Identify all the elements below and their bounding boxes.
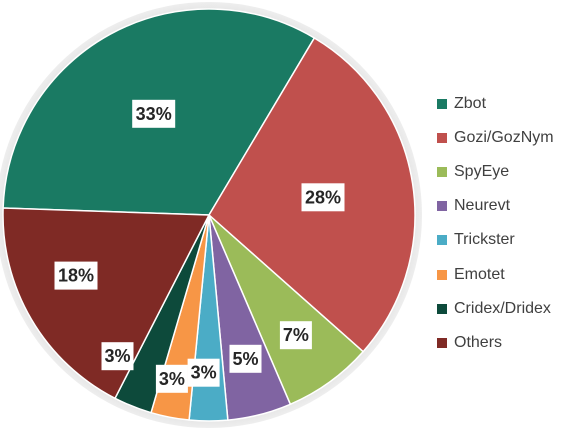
legend-swatch (437, 235, 447, 246)
data-label-box (101, 342, 134, 371)
legend-label: Others (454, 333, 503, 351)
legend-swatch (437, 133, 447, 144)
legend-item-trickster: Trickster (437, 223, 554, 257)
data-label-box (187, 358, 220, 387)
legend-swatch (437, 99, 447, 110)
data-label-cridex-dridex: 3% (101, 342, 134, 371)
legend-item-neurevt: Neurevt (437, 189, 554, 223)
data-label-neurevt: 5% (229, 344, 262, 373)
legend-item-others: Others (437, 326, 554, 360)
data-label-text: 3% (104, 346, 130, 366)
legend-label: Trickster (454, 231, 515, 249)
data-label-text: 3% (191, 363, 217, 383)
data-label-box (279, 321, 312, 350)
data-label-text: 5% (232, 349, 258, 369)
data-label-text: 3% (159, 369, 185, 389)
legend-item-spyeye: SpyEye (437, 155, 554, 189)
legend-item-zbot: Zbot (437, 87, 554, 121)
legend-swatch (437, 201, 447, 212)
legend-item-emotet: Emotet (437, 257, 554, 291)
legend-swatch (437, 167, 447, 178)
legend-label: Gozi/GozNym (454, 129, 554, 147)
legend-item-gozi-goznym: Gozi/GozNym (437, 121, 554, 155)
data-label-emotet: 3% (155, 364, 188, 393)
legend-swatch (437, 303, 447, 314)
data-label-box (229, 344, 262, 373)
data-label-gozi-goznym: 28% (301, 183, 345, 212)
legend-swatch (437, 269, 447, 280)
data-label-trickster: 3% (187, 358, 220, 387)
data-label-box (54, 261, 98, 290)
legend-label: SpyEye (454, 163, 510, 181)
data-label-text: 33% (136, 104, 172, 124)
legend: Zbot Gozi/GozNym SpyEye Neurevt Trickster Emo… (437, 87, 554, 360)
data-label-others: 18% (54, 261, 98, 290)
legend-label: Zbot (454, 95, 487, 113)
legend-swatch (437, 337, 447, 348)
legend-label: Cridex/Dridex (454, 299, 551, 317)
data-label-text: 28% (305, 187, 341, 207)
data-label-box (155, 364, 188, 393)
data-label-zbot: 33% (132, 99, 176, 128)
data-label-text: 18% (58, 266, 94, 286)
data-label-spyeye: 7% (279, 321, 312, 350)
legend-label: Neurevt (454, 197, 511, 215)
data-label-box (301, 183, 345, 212)
data-label-text: 7% (283, 325, 309, 345)
legend-label: Emotet (454, 265, 505, 283)
pie-slice-others (2, 207, 211, 400)
legend-item-cridex-dridex: Cridex/Dridex (437, 292, 554, 326)
data-label-box (132, 99, 176, 128)
